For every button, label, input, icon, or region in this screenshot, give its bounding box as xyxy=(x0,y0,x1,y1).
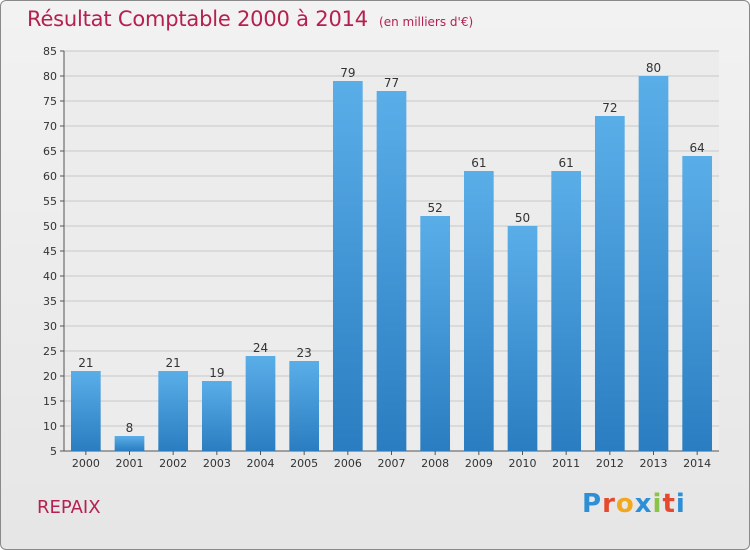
x-tick-label: 2008 xyxy=(421,457,449,470)
chart-subtitle: (en milliers d'€) xyxy=(379,15,474,29)
logo-letter: o xyxy=(615,489,635,519)
y-tick-label: 35 xyxy=(43,295,57,308)
bar-value-label: 52 xyxy=(428,201,443,215)
bar-value-label: 72 xyxy=(602,101,617,115)
bar-value-label: 77 xyxy=(384,76,399,90)
y-tick-label: 25 xyxy=(43,345,57,358)
chart-title: Résultat Comptable 2000 à 2014 xyxy=(27,7,368,31)
bar xyxy=(376,91,407,451)
x-tick-label: 2012 xyxy=(596,457,624,470)
y-tick-label: 75 xyxy=(43,95,57,108)
bar xyxy=(507,226,538,451)
x-tick-label: 2003 xyxy=(203,457,231,470)
bar-value-label: 23 xyxy=(297,346,312,360)
y-tick-label: 45 xyxy=(43,245,57,258)
x-tick-label: 2000 xyxy=(72,457,100,470)
x-tick-label: 2007 xyxy=(378,457,406,470)
logo-letter: i xyxy=(675,489,686,519)
logo-letter: P xyxy=(582,489,603,519)
y-tick-label: 70 xyxy=(43,120,57,133)
bar-value-label: 79 xyxy=(340,66,355,80)
x-tick-label: 2005 xyxy=(290,457,318,470)
x-tick-label: 2009 xyxy=(465,457,493,470)
bar xyxy=(114,436,145,451)
bar xyxy=(332,81,363,451)
y-tick-label: 60 xyxy=(43,170,57,183)
y-tick-label: 50 xyxy=(43,220,57,233)
bar-value-label: 19 xyxy=(209,366,224,380)
y-tick-label: 40 xyxy=(43,270,57,283)
bar xyxy=(638,76,669,451)
y-tick-label: 30 xyxy=(43,320,57,333)
bar-value-label: 61 xyxy=(471,156,486,170)
x-tick-label: 2004 xyxy=(247,457,275,470)
bar-value-label: 64 xyxy=(690,141,705,155)
bar xyxy=(201,381,232,451)
y-tick-label: 15 xyxy=(43,395,57,408)
x-tick-label: 2006 xyxy=(334,457,362,470)
bar-value-label: 24 xyxy=(253,341,268,355)
y-tick-label: 20 xyxy=(43,370,57,383)
commune-name: REPAIX xyxy=(37,497,101,518)
logo-letter: t xyxy=(662,489,676,519)
x-tick-label: 2011 xyxy=(552,457,580,470)
x-tick-label: 2002 xyxy=(159,457,187,470)
logo-letter: i xyxy=(652,489,663,519)
bar xyxy=(245,356,276,451)
y-tick-label: 80 xyxy=(43,70,57,83)
y-tick-label: 55 xyxy=(43,195,57,208)
bar-value-label: 61 xyxy=(559,156,574,170)
y-tick-label: 65 xyxy=(43,145,57,158)
x-tick-label: 2010 xyxy=(509,457,537,470)
bar xyxy=(158,371,189,451)
logo-letter: x xyxy=(634,489,653,519)
bar xyxy=(420,216,451,451)
bar xyxy=(551,171,582,451)
bar-value-label: 21 xyxy=(78,356,93,370)
bar-value-label: 21 xyxy=(166,356,181,370)
logo-letter: r xyxy=(602,489,616,519)
proxiti-logo: Proxiti xyxy=(582,489,686,519)
bar xyxy=(289,361,320,451)
x-tick-label: 2014 xyxy=(683,457,711,470)
y-tick-label: 10 xyxy=(43,420,57,433)
y-tick-label: 5 xyxy=(50,445,57,458)
bar xyxy=(463,171,494,451)
bar xyxy=(594,116,625,451)
x-tick-label: 2001 xyxy=(116,457,144,470)
chart-title-block: Résultat Comptable 2000 à 2014 (en milli… xyxy=(27,7,473,31)
bar-value-label: 8 xyxy=(126,421,134,435)
y-tick-label: 85 xyxy=(43,45,57,58)
bar xyxy=(70,371,101,451)
bar-value-label: 80 xyxy=(646,61,661,75)
bar xyxy=(682,156,713,451)
x-tick-label: 2013 xyxy=(640,457,668,470)
bar-value-label: 50 xyxy=(515,211,530,225)
